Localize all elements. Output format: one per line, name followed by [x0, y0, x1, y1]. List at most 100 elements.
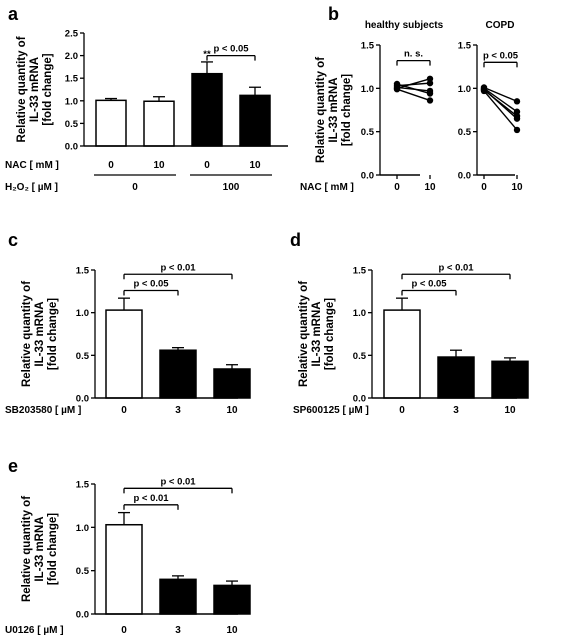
panel-e-category-label: 10 [226, 625, 238, 636]
panel-b-healthy-y-label: [fold change] [341, 74, 353, 146]
panel-label-d: d [290, 230, 301, 250]
panel-b-healthy-data-point [393, 86, 401, 93]
panel-b-healthy-title: healthy subjects [365, 20, 444, 31]
panel-a-y-label: Relative quantity of [16, 36, 28, 142]
panel-a-category-label: 10 [249, 160, 261, 171]
panel-b-healthy-series-line [396, 83, 431, 95]
panel-a-y-tick-label: 0.5 [65, 119, 79, 130]
panel-b-copd-x-tick-label: 10 [511, 182, 523, 193]
panel-c-category-label: 0 [121, 405, 127, 416]
panel-b-healthy-y-tick-label: 1.0 [361, 84, 374, 95]
panel-b-healthy-y-tick-label: 0.0 [361, 171, 374, 182]
panel-b-copd-data-point [480, 87, 488, 95]
panel-a-y-tick-label: 1.0 [65, 96, 78, 107]
panel-e-bar [159, 578, 197, 615]
panel-d-y-label: IL-33 mRNA [311, 301, 323, 366]
panel-c-pvalue: p < 0.01 [160, 262, 196, 273]
panel-b-copd-series-line [483, 88, 518, 120]
panel-c-bar [213, 368, 251, 399]
panel-d-row-label: SP600125 [ µM ] [293, 405, 369, 416]
panel-b-copd-y-tick-label: 1.5 [458, 41, 472, 52]
panel-c-bar [105, 309, 143, 399]
panel-c-pvalue: p < 0.05 [133, 278, 169, 289]
panel-e-pvalue: p < 0.01 [133, 493, 169, 504]
panel-a-bar [143, 100, 175, 147]
panel-a-category-label: 10 [153, 160, 165, 171]
panel-a-y-tick-label: 0.0 [65, 142, 78, 153]
panel-b-healthy-x-label: NAC [ mM ] [300, 182, 354, 193]
panel-b-healthy-x-tick-label: 0 [394, 182, 400, 193]
panel-d-pvalue: p < 0.05 [411, 278, 447, 289]
panel-b-copd-series-line [483, 87, 518, 113]
panel-b-copd-pvalue: p < 0.05 [483, 50, 519, 61]
panel-e-bar [213, 584, 251, 615]
panel-b-healthy-data-point [426, 97, 434, 104]
panel-label-c: c [8, 230, 18, 250]
panel-d-y-tick-label: 1.5 [353, 266, 367, 277]
panel-c-bar [159, 349, 197, 399]
panel-d-bar [383, 309, 421, 399]
panel-c-category-label: 3 [175, 405, 181, 416]
panel-a-bar [95, 99, 127, 147]
panel-b-healthy-pvalue: n. s. [404, 49, 423, 60]
panel-b-healthy-y-label: Relative quantity of [315, 57, 327, 163]
panel-d-y-tick-label: 0.5 [353, 351, 367, 362]
panel-e-category-label: 0 [121, 625, 127, 636]
panel-label-b: b [328, 4, 339, 24]
panel-e-row-label: U0126 [ µM ] [5, 625, 64, 636]
panel-b-copd-data-point [513, 126, 521, 134]
panel-d-y-label: Relative quantity of [298, 281, 310, 387]
panel-a-group-label: 100 [223, 182, 240, 193]
panel-c-y-label: Relative quantity of [21, 281, 33, 387]
panel-b-copd-x-tick-label: 0 [481, 182, 487, 193]
panel-b-healthy-data-point [393, 80, 401, 88]
panel-a-group-label: 0 [132, 182, 138, 193]
panel-d-category-label: 0 [399, 405, 405, 416]
panel-b-healthy-series-line [396, 78, 431, 90]
panel-a-y-label: [fold change] [42, 53, 54, 125]
panel-a-y-tick-label: 2.5 [65, 29, 79, 40]
panel-b-healthy-y-tick-label: 1.5 [361, 41, 375, 52]
panel-a-row-label: H₂O₂ [ µM ] [5, 182, 58, 193]
panel-a-y-tick-label: 1.5 [65, 74, 79, 85]
panel-a-pvalue: p < 0.05 [213, 44, 249, 55]
panel-b-healthy-y-label: IL-33 mRNA [328, 77, 340, 142]
panel-d-category-label: 10 [504, 405, 516, 416]
panel-a-row-label: NAC [ mM ] [5, 160, 59, 171]
panel-d-y-tick-label: 1.0 [353, 308, 366, 319]
panel-b-copd-y-tick-label: 0.0 [458, 171, 471, 182]
panel-c-category-label: 10 [226, 405, 238, 416]
panel-a-y-tick-label: 2.0 [65, 51, 78, 62]
panel-c-y-label: [fold change] [47, 298, 59, 370]
panel-b-healthy-data-point [426, 79, 434, 87]
panel-d-bar [491, 360, 529, 399]
panel-d-bar [437, 356, 475, 399]
panel-e-category-label: 3 [175, 625, 181, 636]
panel-c-y-label: IL-33 mRNA [34, 301, 46, 366]
panel-c-y-tick-label: 1.5 [76, 266, 90, 277]
panel-b-copd-title: COPD [486, 20, 515, 31]
panel-c-y-tick-label: 0.0 [76, 394, 89, 405]
panel-a-annotation: ** [203, 49, 211, 60]
panel-b-copd-data-point [513, 115, 521, 122]
panel-b-healthy-y-tick-label: 0.5 [361, 127, 375, 138]
panel-b-copd-series-line [483, 86, 518, 102]
panel-e-y-tick-label: 1.5 [76, 480, 90, 491]
panel-e-bar [105, 523, 143, 615]
panel-e-y-label: Relative quantity of [21, 496, 33, 602]
panel-d-y-tick-label: 0.0 [353, 394, 366, 405]
panel-e-y-tick-label: 0.0 [76, 610, 89, 621]
panel-a-category-label: 0 [108, 160, 114, 171]
panel-a-y-label: IL-33 mRNA [29, 57, 41, 122]
panel-e-pvalue: p < 0.01 [160, 476, 196, 487]
panel-d-y-label: [fold change] [324, 298, 336, 370]
panel-b-healthy-x-tick-label: 10 [424, 182, 436, 193]
panel-b-copd-series-line [483, 90, 518, 131]
panel-c-row-label: SB203580 [ µM ] [5, 405, 81, 416]
panel-c-y-tick-label: 1.0 [76, 308, 89, 319]
panel-a-bar [191, 72, 223, 147]
panel-d-category-label: 3 [453, 405, 459, 416]
panel-label-e: e [8, 456, 18, 476]
panel-b-copd-y-tick-label: 0.5 [458, 127, 472, 138]
